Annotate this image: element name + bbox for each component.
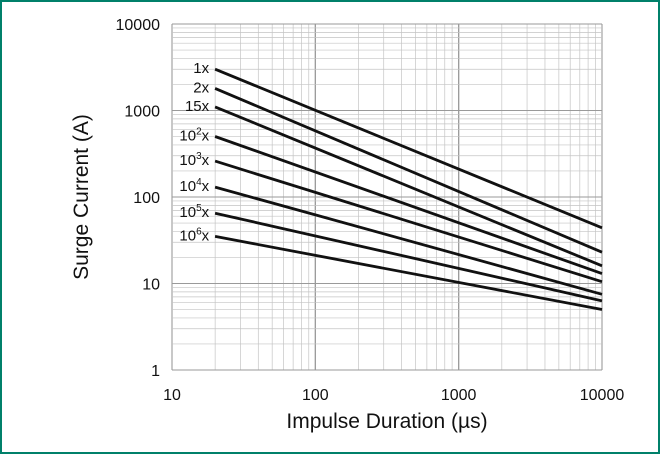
series-line — [214, 211, 603, 303]
series-line — [214, 185, 603, 296]
series-label: 106x — [179, 226, 209, 244]
y-tick-label: 1 — [151, 363, 160, 380]
series-label: 1x — [193, 60, 209, 77]
series-line — [214, 235, 603, 311]
x-tick-label: 10000 — [580, 387, 625, 404]
series-label: 105x — [179, 203, 209, 221]
series-label: 102x — [179, 127, 209, 145]
y-axis-label: Surge Current (A) — [70, 114, 93, 280]
series-group: 1x 2x 15x 102x 103x 104x 105x 106x — [179, 60, 603, 311]
series-label: 103x — [179, 151, 209, 169]
y-tick-label: 10 — [142, 277, 160, 294]
x-tick-label: 1000 — [441, 387, 477, 404]
x-tick-label: 10 — [163, 387, 181, 404]
series-label: 15x — [185, 98, 210, 115]
x-axis-label: Impulse Duration (µs) — [286, 410, 487, 433]
y-tick-label: 10000 — [116, 17, 161, 34]
series-line — [214, 67, 603, 230]
x-tick-label: 100 — [302, 387, 329, 404]
series-line — [214, 135, 603, 275]
series-line — [214, 159, 603, 284]
series-line — [214, 87, 603, 254]
series-line — [214, 105, 603, 268]
series-label: 104x — [179, 177, 209, 195]
series-label: 2x — [193, 79, 209, 96]
y-tick-label: 1000 — [124, 104, 160, 121]
y-tick-label: 100 — [133, 190, 160, 207]
